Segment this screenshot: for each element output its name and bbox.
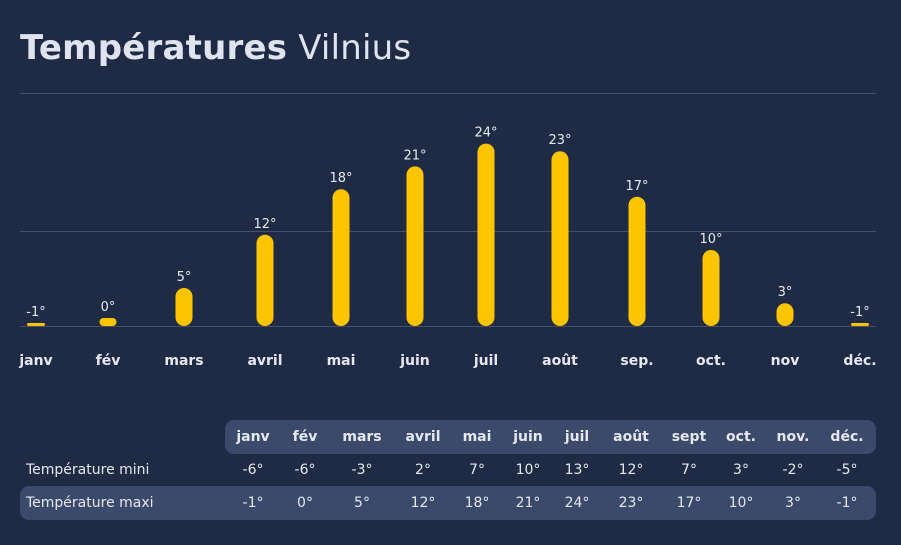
table-row-max: Température maxi -1° 0° 5° 12° 18° 21° 24° 23° 1… <box>20 486 876 520</box>
table-cell: 18° <box>464 495 490 511</box>
table-cell: 13° <box>564 462 590 478</box>
table-cell: -6° <box>294 462 316 478</box>
bar <box>27 323 45 326</box>
table-header-cell: mai <box>462 429 492 445</box>
data-label: 24° <box>474 126 497 141</box>
bar <box>256 234 274 326</box>
bar <box>702 250 720 326</box>
table-cell: -1° <box>836 495 858 511</box>
table-cell: 10° <box>728 495 754 511</box>
data-label: 23° <box>548 133 571 148</box>
bar <box>776 303 794 326</box>
table-cell: 21° <box>515 495 541 511</box>
table-header-cell: fév <box>292 429 318 445</box>
table-cell: 23° <box>618 495 644 511</box>
x-tick-label: juin <box>399 353 430 369</box>
data-label: 5° <box>177 270 192 285</box>
table-cell: -3° <box>351 462 373 478</box>
table-cell: 17° <box>676 495 702 511</box>
table-header-cell: déc. <box>830 429 864 445</box>
x-tick-label: fév <box>96 353 121 369</box>
title-city: Vilnius <box>298 28 412 68</box>
table-header-row: janv fév mars avril mai juin juil août sept oct. n… <box>20 420 876 454</box>
x-tick-label: déc. <box>843 353 876 369</box>
x-tick-label: avril <box>247 353 282 369</box>
table-cell: 12° <box>618 462 644 478</box>
table-header-cell: avril <box>405 429 441 445</box>
x-tick-label: janv <box>18 353 52 369</box>
x-tick-label: sep. <box>620 353 653 369</box>
bar <box>406 166 424 326</box>
x-tick-label: oct. <box>696 353 726 369</box>
table-cell: 3° <box>785 495 801 511</box>
row-highlight <box>20 486 876 520</box>
x-tick-label: nov <box>771 353 800 369</box>
data-label: 21° <box>403 148 426 163</box>
data-label: 12° <box>253 217 276 232</box>
data-label: 18° <box>329 171 352 186</box>
temperature-chart: -1° janv 0° fév 5° mars 12° avril 18° mai 21° juin 2… <box>18 93 877 369</box>
table-cell: -5° <box>836 462 858 478</box>
x-tick-label: mars <box>164 353 203 369</box>
bar <box>332 189 350 326</box>
data-label: -1° <box>850 305 869 320</box>
x-tick-label: août <box>542 353 578 369</box>
bar <box>99 318 117 326</box>
bar <box>477 143 495 326</box>
table-cell: -2° <box>782 462 804 478</box>
table-header-cell: janv <box>236 429 270 445</box>
table-cell: 24° <box>564 495 590 511</box>
table-cell: 0° <box>297 495 313 511</box>
table-header-cell: nov. <box>776 429 810 445</box>
row-label-min: Température mini <box>26 462 150 478</box>
bar <box>628 196 646 326</box>
table-cell: 12° <box>410 495 436 511</box>
table-cell: 7° <box>469 462 485 478</box>
title-main: Températures <box>20 28 288 68</box>
table-cell: -1° <box>242 495 264 511</box>
temperature-table: janv fév mars avril mai juin juil août sept oct. n… <box>20 420 876 520</box>
data-label: 3° <box>778 285 793 300</box>
table-header-cell: sept <box>671 429 707 445</box>
x-tick-label: juil <box>473 353 498 369</box>
table-header-cell: oct. <box>726 429 756 445</box>
row-label-max: Température maxi <box>26 495 154 511</box>
bar <box>175 288 193 326</box>
data-label: 17° <box>625 179 648 194</box>
x-tick-label: mai <box>327 353 356 369</box>
bar <box>551 151 569 326</box>
table-row-min: Température mini -6° -6° -3° 2° 7° 10° 13° 12° 7… <box>20 454 876 486</box>
page-title: Températures Vilnius <box>20 26 411 70</box>
header-highlight <box>225 420 876 454</box>
table-header-cell: mars <box>342 429 382 445</box>
table-cell: -6° <box>242 462 264 478</box>
data-label: 10° <box>699 232 722 247</box>
bar <box>851 323 869 326</box>
table-header-cell: juin <box>513 429 543 445</box>
table-header-cell: août <box>613 429 649 445</box>
table-cell: 10° <box>515 462 541 478</box>
data-label: 0° <box>101 300 116 315</box>
table-cell: 5° <box>354 495 370 511</box>
data-label: -1° <box>26 305 45 320</box>
table-cell: 7° <box>681 462 697 478</box>
table-header-cell: juil <box>564 429 590 445</box>
table-cell: 3° <box>733 462 749 478</box>
table-cell: 2° <box>415 462 431 478</box>
